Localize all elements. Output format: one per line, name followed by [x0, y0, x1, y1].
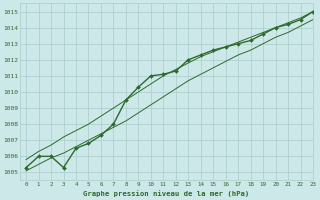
X-axis label: Graphe pression niveau de la mer (hPa): Graphe pression niveau de la mer (hPa)	[83, 190, 250, 197]
